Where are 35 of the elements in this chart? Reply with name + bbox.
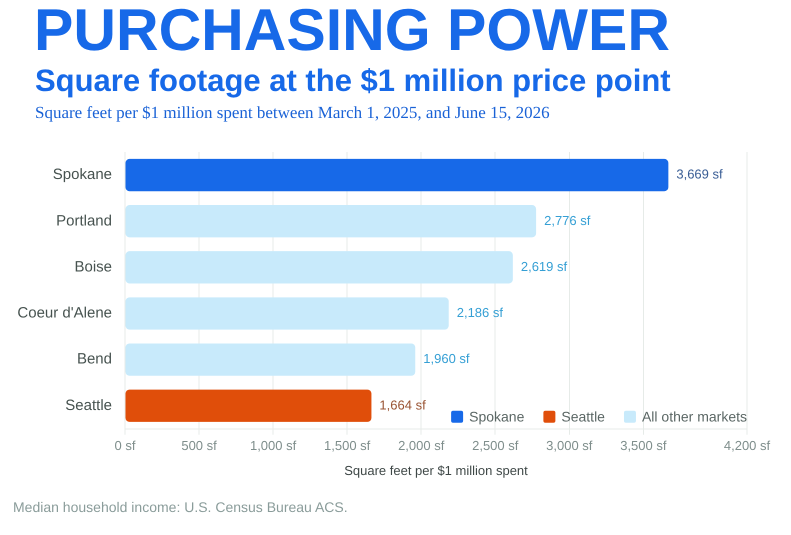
data-label: 1,664 sf <box>379 397 426 412</box>
legend-label: Seattle <box>561 408 606 425</box>
x-tick-label: 2,500 sf <box>472 438 519 454</box>
legend-label: Spokane <box>469 408 525 425</box>
x-tick-label: 3,500 sf <box>620 438 667 454</box>
x-tick-label: 2,000 sf <box>398 438 445 454</box>
data-label: 2,619 sf <box>520 258 568 274</box>
legend-label: All other markets <box>642 408 748 425</box>
x-tick-label: 0 sf <box>114 438 136 454</box>
y-tick-label: Portland <box>56 212 112 230</box>
chart-subtitle: Square footage at the $1 million price point <box>35 63 671 99</box>
data-label: 2,776 sf <box>544 212 591 228</box>
data-label: 2,186 sf <box>456 305 504 320</box>
text: Median household income: U.S. Census Bureau ACS. <box>13 498 348 516</box>
bar <box>126 205 536 238</box>
bar <box>126 343 416 376</box>
chart-title: PURCHASING POWER <box>34 0 670 63</box>
bar <box>126 158 668 192</box>
y-tick-label: Spokane <box>52 166 112 184</box>
x-tick-label: 1,000 sf <box>250 438 297 454</box>
y-tick-label: Coeur d'Alene <box>17 304 112 322</box>
text: Square feet per $1 million spent between March 1, 2025, and June 15, 2026 <box>35 102 550 124</box>
data-label: 1,960 sf <box>423 351 470 366</box>
y-tick-label: Bend <box>76 350 112 368</box>
bar <box>126 297 449 330</box>
data-label: 3,669 sf <box>676 166 724 182</box>
bar <box>126 251 513 284</box>
y-tick-label: Seattle <box>65 396 112 414</box>
x-tick-label: 4,200 sf <box>724 438 771 454</box>
x-tick-label: 3,000 sf <box>546 438 593 454</box>
y-tick-label: Boise <box>74 258 112 276</box>
x-tick-label: 500 sf <box>181 438 218 454</box>
x-tick-label: 1,500 sf <box>324 438 371 454</box>
bar <box>126 390 372 422</box>
x-axis-title: Square feet per $1 million spent <box>344 462 528 478</box>
